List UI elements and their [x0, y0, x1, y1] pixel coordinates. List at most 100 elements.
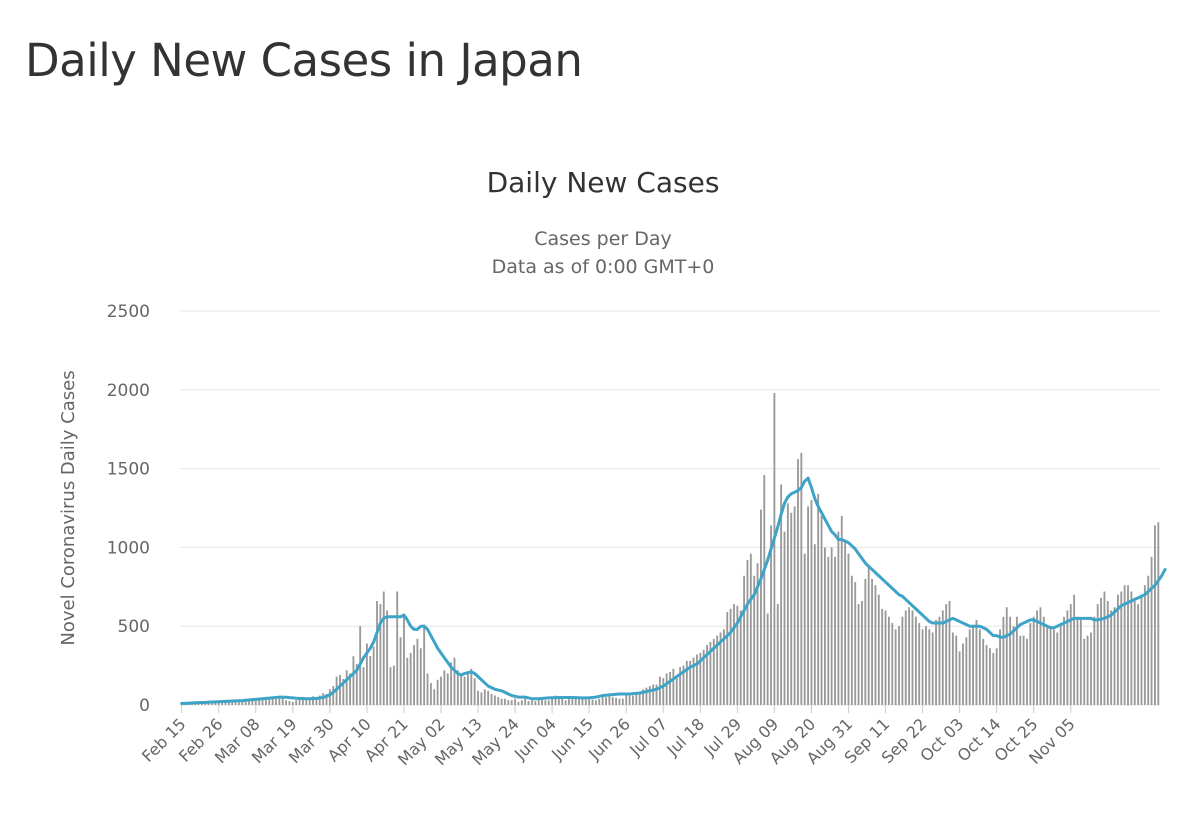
daily-case-bar	[221, 702, 224, 705]
daily-case-bar	[632, 695, 634, 705]
y-tick-label: 0	[139, 696, 150, 716]
daily-case-bar	[322, 693, 325, 705]
daily-case-bar	[989, 648, 991, 705]
daily-case-bar	[608, 695, 611, 705]
daily-case-bar	[440, 676, 442, 705]
daily-case-bar	[1083, 638, 1086, 705]
daily-case-bar	[1096, 604, 1099, 705]
daily-case-bar	[857, 604, 860, 705]
daily-case-bar	[544, 700, 547, 705]
daily-case-bar	[945, 604, 948, 705]
daily-case-bar	[416, 638, 419, 705]
daily-case-bar	[433, 689, 436, 705]
x-tick-label: Jun 26	[584, 714, 634, 764]
daily-case-bar	[797, 459, 799, 705]
daily-case-bar	[1127, 585, 1129, 705]
daily-case-bar	[770, 525, 772, 705]
daily-case-bar	[894, 629, 897, 705]
daily-case-bar	[258, 698, 261, 705]
daily-case-bar	[342, 679, 345, 705]
daily-case-bar	[1076, 616, 1079, 705]
daily-case-bar	[281, 696, 284, 705]
x-tick-label: Jun 04	[510, 714, 560, 764]
moving-average-series	[180, 476, 1167, 705]
y-tick-label: 2500	[107, 302, 150, 322]
daily-case-bar	[823, 547, 826, 705]
daily-case-bar	[743, 575, 746, 705]
daily-case-bar	[992, 652, 995, 705]
chart-subtitle-line1: Cases per Day	[534, 228, 672, 250]
daily-case-bar	[537, 700, 540, 705]
daily-case-bar	[227, 701, 230, 705]
daily-case-bar	[904, 610, 907, 705]
daily-case-bar	[541, 697, 543, 705]
daily-case-bar	[736, 605, 739, 705]
daily-case-bar	[312, 696, 314, 705]
daily-case-bar	[615, 697, 618, 705]
daily-case-bar	[450, 662, 453, 705]
daily-case-bar	[1137, 604, 1140, 705]
daily-case-bar	[706, 645, 708, 705]
daily-case-bar	[298, 698, 301, 705]
daily-case-bar	[635, 692, 638, 705]
daily-case-bar	[985, 645, 988, 705]
daily-case-bar	[1116, 594, 1119, 705]
daily-case-bar	[305, 700, 308, 705]
daily-case-bar	[1093, 616, 1096, 705]
daily-case-bar	[999, 629, 1001, 705]
daily-case-bar	[773, 392, 776, 705]
daily-case-bar	[251, 699, 254, 705]
daily-case-bar	[638, 692, 641, 705]
daily-case-bar	[473, 678, 476, 705]
daily-case-bar	[396, 591, 399, 705]
daily-case-bar	[722, 629, 725, 705]
y-axis-ticks: 0 500 1000 1500 2000 2500	[107, 302, 150, 716]
daily-case-bar	[436, 679, 439, 705]
daily-case-bar	[780, 484, 783, 705]
daily-case-bar	[1100, 597, 1102, 705]
daily-case-bar	[349, 673, 351, 705]
daily-case-bar	[547, 700, 550, 705]
daily-case-bar	[480, 692, 483, 705]
daily-case-bar	[958, 651, 961, 705]
daily-case-bar	[911, 610, 914, 705]
daily-case-bar	[1147, 575, 1150, 705]
y-axis-title: Novel Coronavirus Daily Cases	[58, 370, 79, 645]
daily-case-bar	[696, 654, 698, 705]
daily-case-bar	[568, 698, 570, 705]
daily-case-bar	[493, 695, 496, 705]
daily-case-bar	[224, 701, 227, 705]
daily-case-bar	[1143, 585, 1146, 705]
daily-case-bar	[642, 689, 644, 705]
daily-case-bar	[571, 697, 574, 705]
daily-case-bar	[574, 698, 577, 705]
daily-case-bar	[972, 626, 975, 705]
daily-case-bar	[807, 506, 809, 705]
daily-case-bar	[739, 610, 742, 705]
daily-case-bar	[315, 698, 318, 705]
daily-case-bar	[1110, 610, 1113, 705]
daily-case-bar	[1063, 616, 1065, 705]
daily-case-bar	[803, 553, 806, 705]
daily-case-bar	[672, 668, 675, 705]
daily-case-bar	[1079, 619, 1082, 705]
daily-case-bar	[389, 667, 392, 705]
daily-case-bar	[1154, 525, 1156, 705]
daily-case-bar	[1113, 607, 1116, 705]
daily-case-bar	[598, 698, 601, 705]
daily-case-bar	[850, 575, 853, 705]
daily-case-bar	[776, 604, 779, 705]
daily-case-bar	[399, 637, 402, 705]
daily-case-bar	[244, 701, 247, 705]
daily-case-bar	[877, 594, 880, 705]
daily-case-bar	[217, 701, 220, 705]
daily-case-bar	[429, 682, 432, 705]
daily-case-bar	[652, 684, 655, 705]
daily-case-bar	[605, 697, 607, 705]
daily-case-bar	[581, 698, 584, 705]
daily-case-bar	[871, 578, 873, 705]
daily-case-bar	[975, 619, 978, 705]
daily-case-bar	[625, 695, 628, 705]
daily-case-bar	[928, 629, 931, 705]
